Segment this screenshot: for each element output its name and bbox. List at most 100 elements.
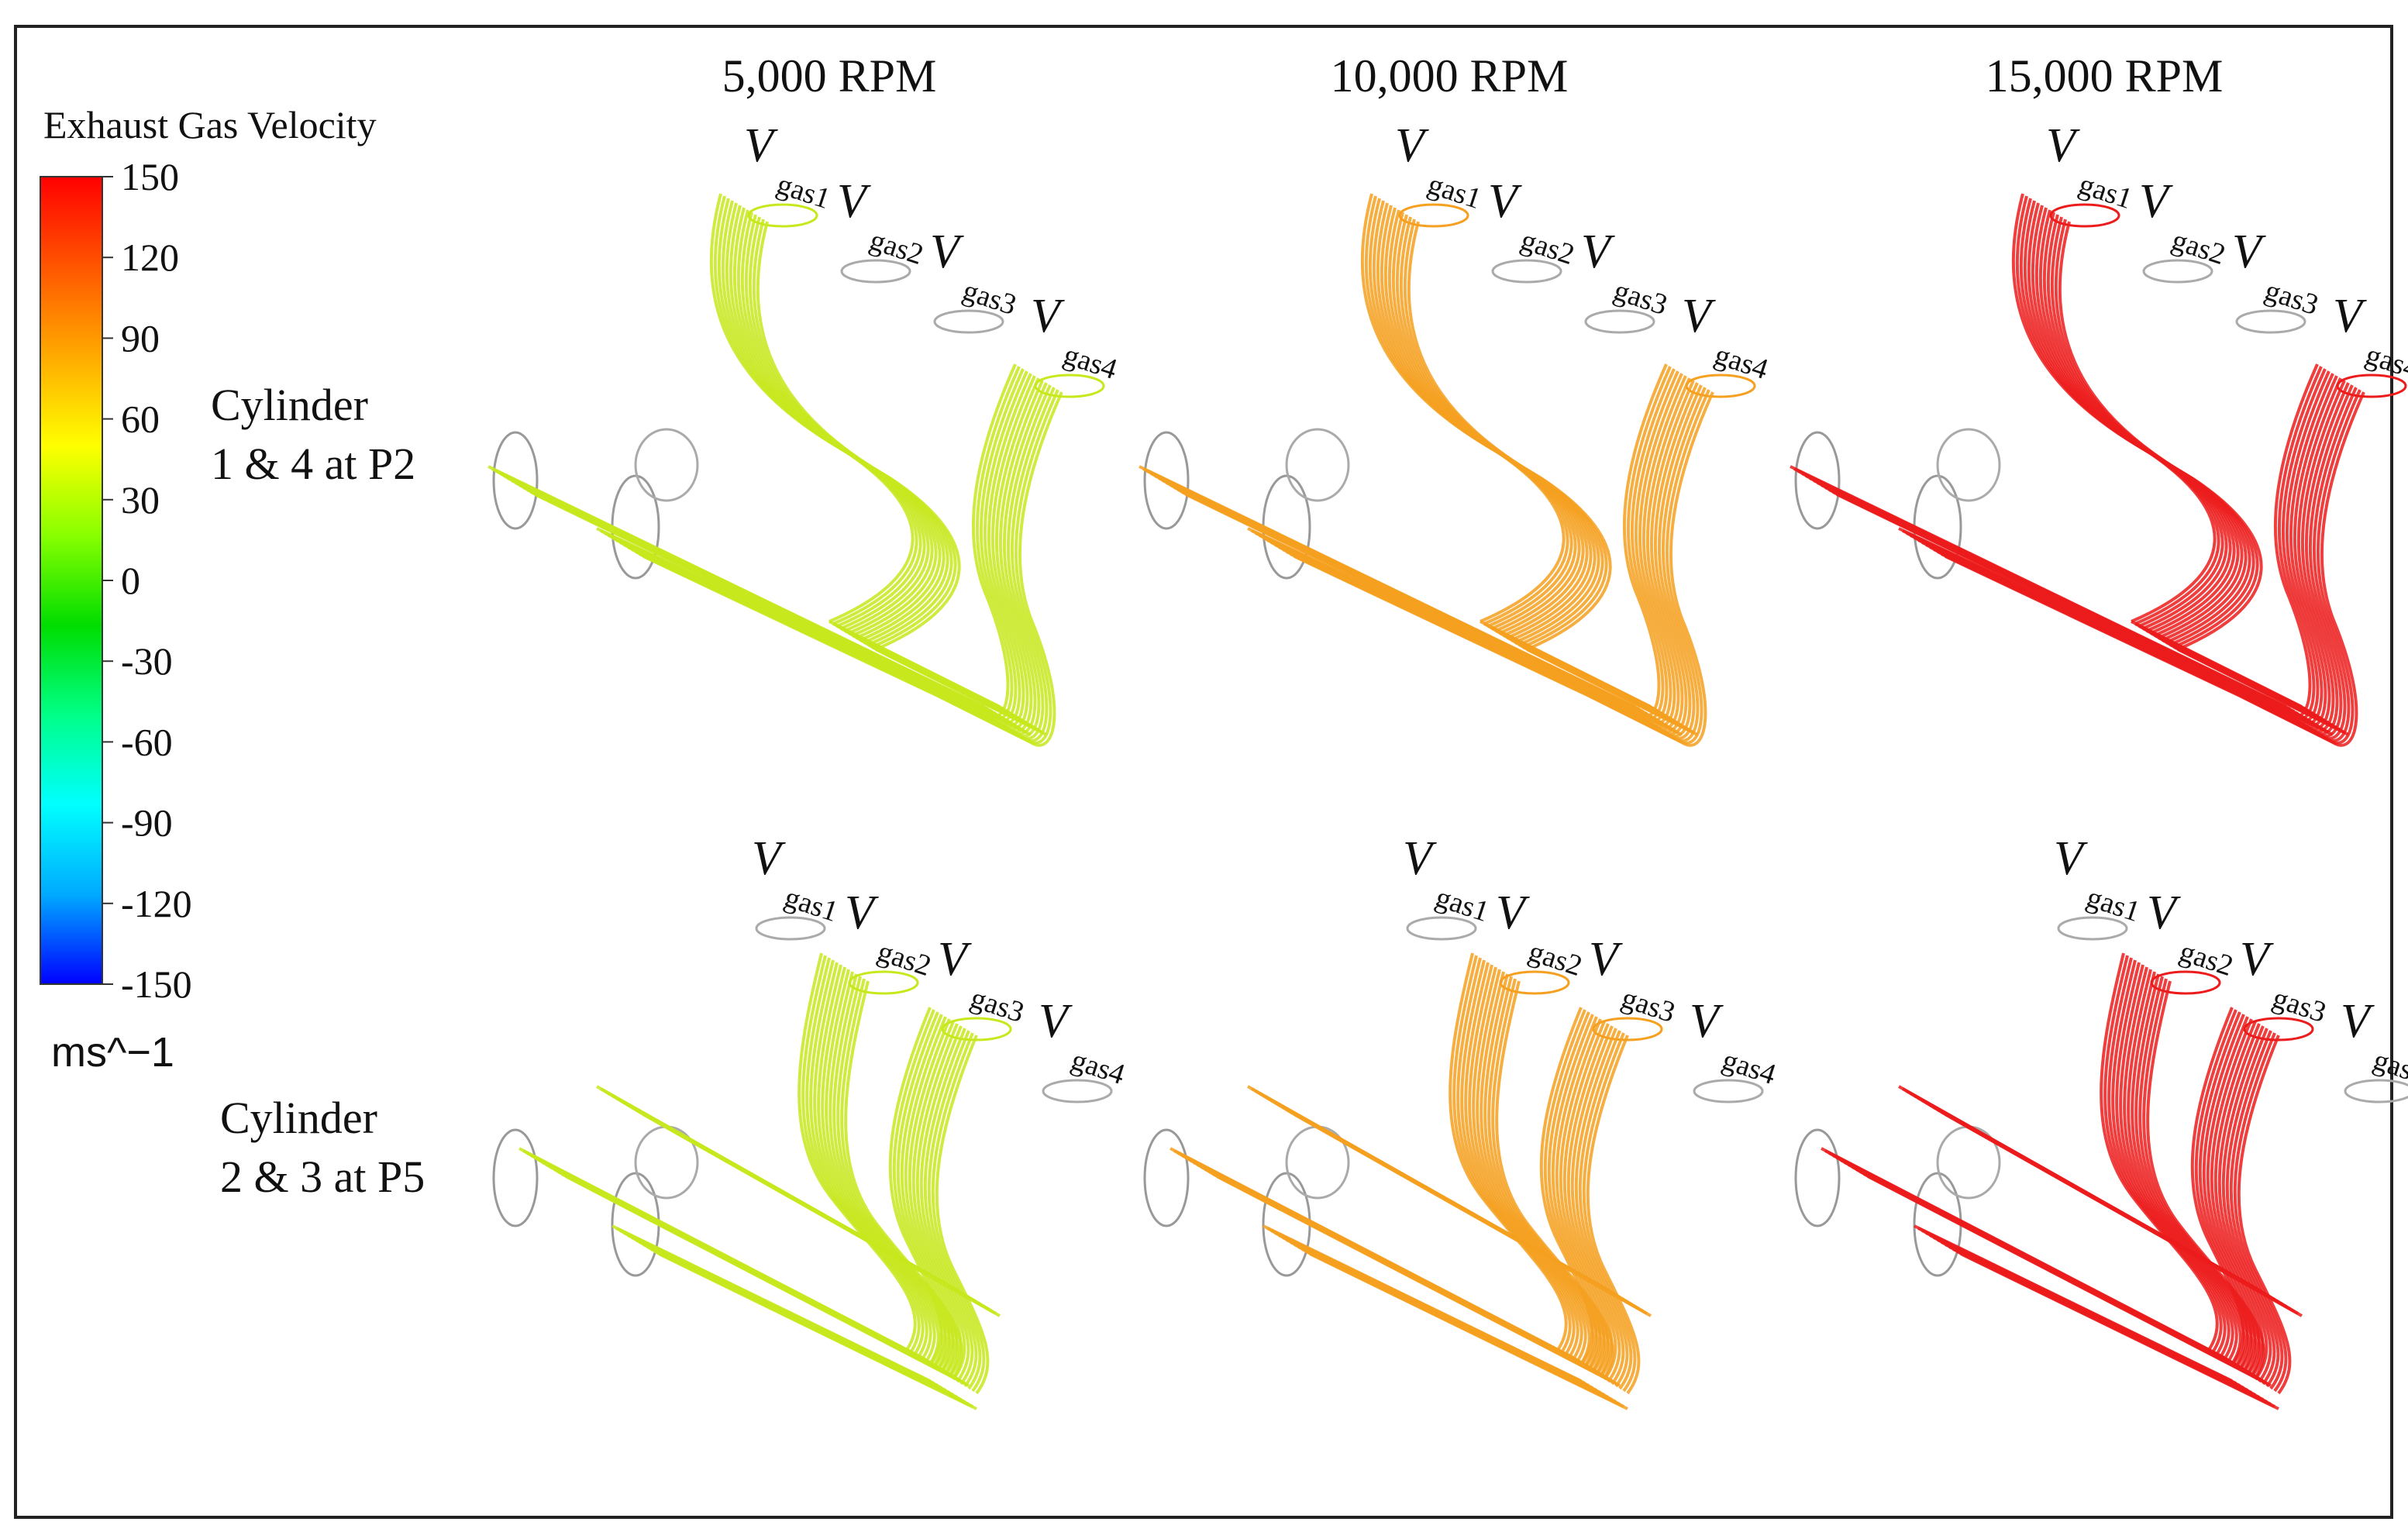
- port-label-subscript: gas2: [866, 224, 927, 271]
- row-label-1-line1: Cylinder: [211, 380, 368, 430]
- streamline-bundle: [518, 1147, 970, 1387]
- port-label-subscript: gas2: [2168, 224, 2229, 271]
- port-label-symbol: V: [752, 832, 786, 885]
- streamline-bundle: [2273, 363, 2365, 747]
- streamline-bundle: [1539, 1007, 1641, 1395]
- streamline-bundle: [596, 1085, 1001, 1317]
- streamline-bundle: [1790, 465, 2334, 736]
- streamline-bundle: [2131, 620, 2349, 736]
- streamline-bundle: [611, 1224, 977, 1410]
- port-label-symbol: V: [1589, 933, 1623, 986]
- streamline-bundle: [2190, 1007, 2292, 1395]
- port-label-symbol: V: [2333, 290, 2367, 343]
- colorbar-tick-label: 150: [121, 155, 179, 198]
- port-label-subscript: gas4: [2361, 339, 2408, 386]
- streamline-bundle: [1247, 527, 1683, 744]
- row-label-1-line2: 1 & 4 at P2: [211, 439, 415, 489]
- streamline-bundle: [1170, 1147, 1621, 1387]
- port-label-subscript: gas1: [2082, 881, 2144, 928]
- streamline-bundle: [709, 193, 961, 651]
- streamline-bundle: [971, 363, 1063, 747]
- streamline-bundle: [1898, 1085, 2303, 1317]
- colorbar-tick-label: 120: [121, 236, 179, 279]
- port-label-symbol: V: [1581, 226, 1615, 278]
- port-label-symbol: V: [744, 119, 778, 172]
- port-label-symbol: V: [2046, 119, 2080, 172]
- port-label-subscript: gas2: [1517, 224, 1578, 271]
- port-label-subscript: gas1: [773, 168, 834, 215]
- port-label-subscript: gas1: [780, 881, 842, 928]
- streamline-bundle: [1480, 620, 1698, 736]
- streamline-bundle: [2011, 193, 2263, 651]
- legend-unit: ms^−1: [51, 1029, 174, 1076]
- colorbar-tick-label: 90: [121, 316, 160, 360]
- streamline-bundle: [1914, 1224, 2279, 1410]
- port-label-symbol: V: [2232, 226, 2266, 278]
- port-label-symbol: V: [930, 226, 964, 278]
- port-label-symbol: V: [2054, 832, 2088, 885]
- port-label-subscript: gas1: [1424, 168, 1485, 215]
- port-label-subscript: gas3: [1610, 274, 1671, 322]
- port-label-subscript: gas1: [1431, 881, 1493, 928]
- port-label-symbol: V: [837, 175, 871, 228]
- port-label-subscript: gas4: [1067, 1044, 1128, 1091]
- port-label-subscript: gas4: [1718, 1044, 1779, 1091]
- streamline-bundle: [829, 620, 1047, 736]
- streamline-bundle: [1622, 363, 1714, 747]
- port-label-symbol: V: [2240, 933, 2274, 986]
- port-label-symbol: V: [2341, 995, 2375, 1048]
- streamline-bundle: [1821, 1147, 2272, 1387]
- row-label-2-line2: 2 & 3 at P5: [220, 1152, 425, 1202]
- colorbar: [40, 176, 103, 985]
- colorbar-tick-label: 60: [121, 398, 160, 441]
- port-label-symbol: V: [1403, 832, 1437, 885]
- port-label-subscript: gas3: [2261, 274, 2322, 322]
- column-header-15000: 15,000 RPM: [1986, 50, 2224, 102]
- colorbar-tick-label: -30: [121, 639, 173, 683]
- port-label-symbol: V: [1682, 290, 1716, 343]
- colorbar-tick-label: -60: [121, 720, 173, 763]
- port-label-symbol: V: [1039, 995, 1073, 1048]
- port-label-symbol: V: [1690, 995, 1724, 1048]
- port-label-symbol: V: [1496, 887, 1530, 939]
- colorbar-tick-label: 30: [121, 478, 160, 522]
- streamline-bundle: [1139, 465, 1683, 736]
- port-label-subscript: gas2: [2175, 935, 2237, 983]
- colorbar-tick-label: -150: [121, 962, 192, 1006]
- streamline-bundle: [1263, 1224, 1628, 1410]
- port-label-subscript: gas3: [966, 982, 1028, 1029]
- port-label-subscript: gas3: [1617, 982, 1679, 1029]
- port-label-subscript: gas4: [1059, 339, 1121, 386]
- colorbar-tick-label: -90: [121, 801, 173, 845]
- port-label-subscript: gas4: [1710, 339, 1772, 386]
- port-label-subscript: gas3: [2268, 982, 2330, 1029]
- column-header-5000: 5,000 RPM: [722, 50, 937, 102]
- port-label-symbol: V: [938, 933, 972, 986]
- port-label-symbol: V: [1395, 119, 1429, 172]
- streamline-bundle: [888, 1007, 990, 1395]
- streamline-bundle: [1360, 193, 1612, 651]
- port-label-symbol: V: [1031, 290, 1065, 343]
